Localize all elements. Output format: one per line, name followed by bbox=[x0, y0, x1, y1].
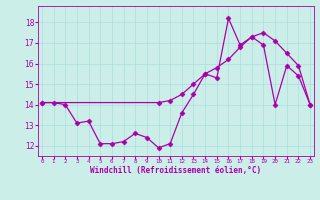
X-axis label: Windchill (Refroidissement éolien,°C): Windchill (Refroidissement éolien,°C) bbox=[91, 166, 261, 175]
